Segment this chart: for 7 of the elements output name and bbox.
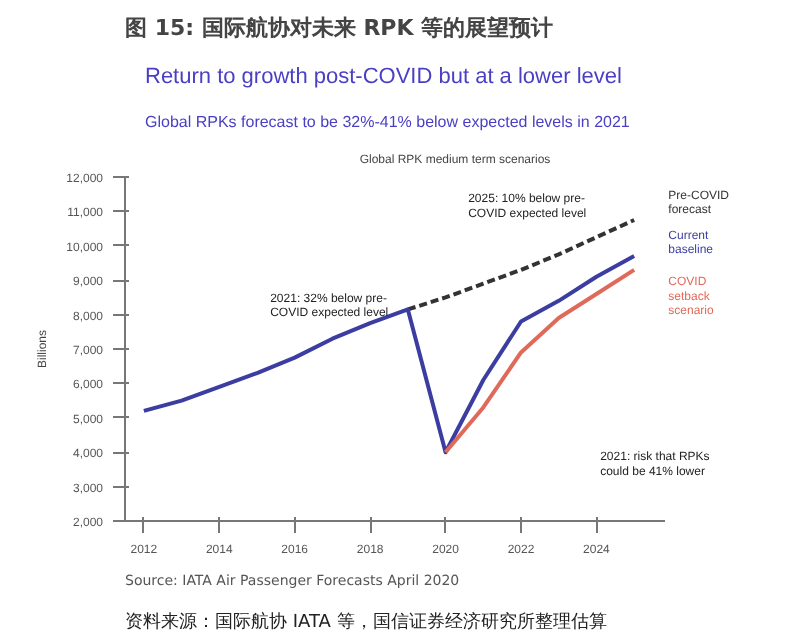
text: 资料来源：国际航协 IATA 等，国信证券经济研究所整理估算 <box>125 611 607 633</box>
chart-title: 图 15: 国际航协对未来 RPK 等的展望预计 <box>125 15 554 41</box>
text: Global RPKs forecast to be 32%-41% below expected levels in 2021 <box>145 113 631 131</box>
line-series <box>141 254 637 455</box>
line-series <box>405 218 637 312</box>
line-series <box>443 267 637 455</box>
chart-subtitle: Return to growth post-COVID but at a lower level <box>145 65 622 89</box>
